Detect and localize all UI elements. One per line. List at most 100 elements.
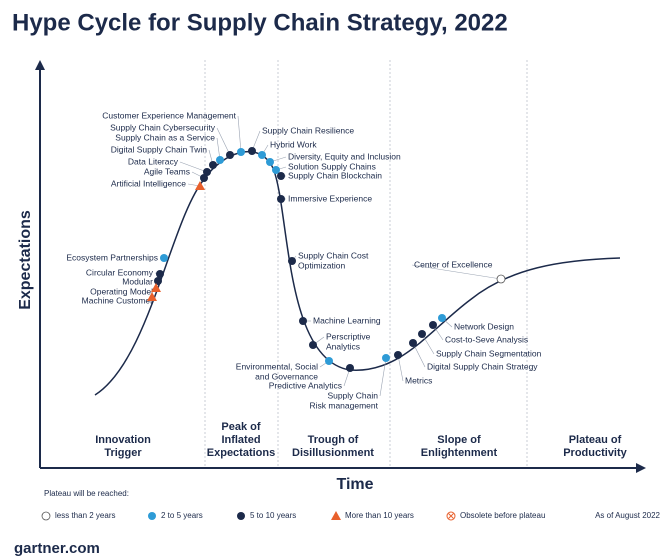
hype-point: Customer Experience Management xyxy=(102,110,242,153)
legend-label: less than 2 years xyxy=(55,511,115,520)
point-marker xyxy=(277,195,285,203)
hype-point: Modular xyxy=(122,276,159,286)
point-marker xyxy=(272,166,280,174)
point-label: Supply Chain Cost xyxy=(298,250,369,260)
point-label: Diversity, Equity and Inclusion xyxy=(288,151,401,161)
phase-label: Trigger xyxy=(104,447,142,459)
point-label: Supply Chain Cybersecurity xyxy=(110,122,216,132)
title: Hype Cycle for Supply Chain Strategy, 20… xyxy=(12,9,508,36)
point-label: Artificial Intelligence xyxy=(111,178,186,188)
point-label: Hybrid Work xyxy=(270,139,317,149)
point-label: Digital Supply Chain Strategy xyxy=(427,361,538,371)
point-marker xyxy=(346,364,354,372)
point-label: Perscriptive xyxy=(326,331,371,341)
point-label: Digital Supply Chain Twin xyxy=(111,144,207,154)
leader-line xyxy=(216,127,231,156)
point-marker xyxy=(266,158,274,166)
legend-symbol xyxy=(41,511,51,521)
point-marker xyxy=(288,257,296,265)
legend-label: 2 to 5 years xyxy=(161,511,203,520)
leader-line xyxy=(179,161,208,173)
hype-point: Data Literacy xyxy=(128,156,208,173)
point-marker xyxy=(409,339,417,347)
hype-point: Immersive Experience xyxy=(281,193,372,203)
legend-label: 5 to 10 years xyxy=(250,511,296,520)
phase-label: Productivity xyxy=(563,447,627,459)
leader-line xyxy=(397,354,404,382)
hype-point: Digital Supply Chain Strategy xyxy=(412,342,538,371)
point-marker xyxy=(237,148,245,156)
point-marker xyxy=(151,283,161,292)
point-marker xyxy=(496,274,506,284)
point-label: Supply Chain Segmentation xyxy=(436,348,542,358)
point-label: Modular xyxy=(122,276,153,286)
point-marker xyxy=(418,330,426,338)
leader-line xyxy=(237,115,242,153)
point-label: Optimization xyxy=(298,260,346,270)
point-label: Predictive Analytics xyxy=(269,380,342,390)
point-label: Machine Learning xyxy=(313,315,381,325)
x-axis-label: Time xyxy=(336,476,373,493)
point-label: Network Design xyxy=(454,321,514,331)
point-label: Environmental, Social xyxy=(236,361,318,371)
point-label: Agile Teams xyxy=(144,166,190,176)
legend-symbol xyxy=(446,511,456,521)
point-label: Analytics xyxy=(326,341,360,351)
point-marker xyxy=(394,351,402,359)
y-axis-label: Expectations xyxy=(17,210,34,310)
point-label: Ecosystem Partnerships xyxy=(66,252,158,262)
legend-symbol xyxy=(237,512,245,520)
point-label: Operating Model xyxy=(90,286,153,296)
phase-label: Plateau of xyxy=(569,434,622,446)
phase-label: Trough of xyxy=(308,434,359,446)
point-marker xyxy=(429,321,437,329)
hype-point: Metrics xyxy=(397,354,432,385)
phase-label: Disillusionment xyxy=(292,447,374,459)
phase-label: Slope of xyxy=(437,434,481,446)
point-marker xyxy=(248,147,256,155)
legend-symbol xyxy=(148,512,156,520)
point-marker xyxy=(309,341,317,349)
point-marker xyxy=(209,161,217,169)
point-label: Data Literacy xyxy=(128,156,179,166)
point-label: Solution Supply Chains xyxy=(288,161,376,171)
point-marker xyxy=(277,172,285,180)
point-label: Machine Customer xyxy=(82,295,154,305)
point-marker xyxy=(195,181,205,190)
footer: gartner.com xyxy=(14,540,100,557)
point-marker xyxy=(258,151,266,159)
leader-line xyxy=(411,264,502,280)
point-label: Customer Experience Management xyxy=(102,110,236,120)
point-label: Circular Economy xyxy=(86,267,154,277)
legend-label: Obsolete before plateau xyxy=(460,511,545,520)
legend-symbol xyxy=(331,511,341,520)
point-marker xyxy=(160,254,168,262)
point-label: Supply Chain xyxy=(327,390,378,400)
hype-curve xyxy=(94,150,621,396)
point-marker xyxy=(154,277,162,285)
point-marker xyxy=(299,317,307,325)
leader-line xyxy=(412,342,426,368)
hype-point: Supply Chain Cybersecurity xyxy=(110,122,231,156)
axes xyxy=(35,60,646,473)
point-marker xyxy=(147,292,157,301)
legend-label: More than 10 years xyxy=(345,511,414,520)
point-marker xyxy=(438,314,446,322)
phase-label: Inflated xyxy=(221,434,260,446)
hype-point: Supply Chain Blockchain xyxy=(281,170,382,180)
point-label: Immersive Experience xyxy=(288,193,372,203)
phase-label: Expectations xyxy=(207,447,275,459)
symbol-cross xyxy=(448,513,454,519)
point-marker xyxy=(325,357,333,365)
point-label: Cost-to-Seve Analysis xyxy=(445,334,528,344)
hype-point: Ecosystem Partnerships xyxy=(66,252,164,262)
point-marker xyxy=(156,270,164,278)
point-label: Metrics xyxy=(405,375,432,385)
point-label: Center of Excellence xyxy=(414,259,493,269)
point-marker xyxy=(382,354,390,362)
phase-label: Innovation xyxy=(95,434,151,446)
point-label: Supply Chain as a Service xyxy=(115,132,215,142)
point-marker xyxy=(200,174,208,182)
